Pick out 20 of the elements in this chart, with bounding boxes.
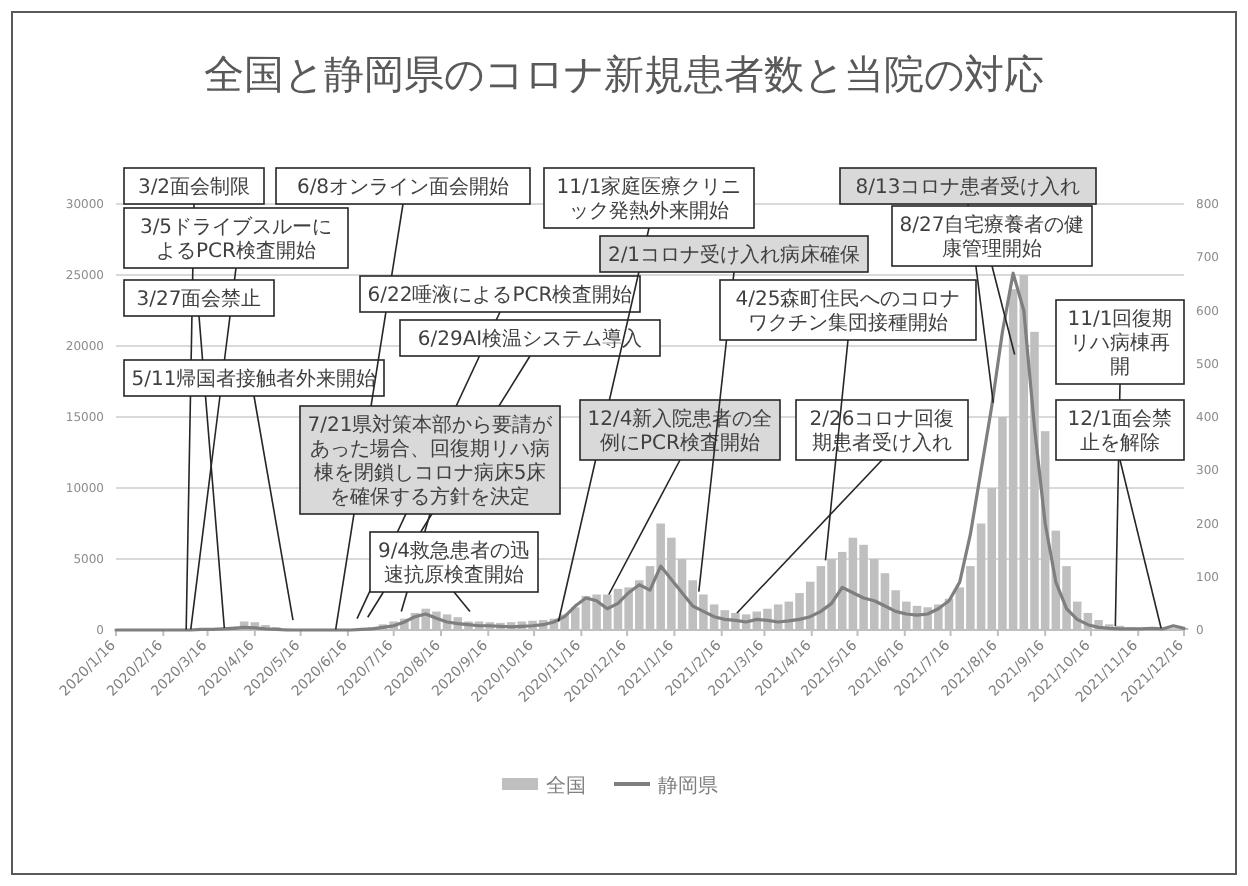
- annotation: 8/27自宅療養者の健康管理開始: [899, 213, 1085, 261]
- annotation: 9/4救急患者の迅速抗原検査開始: [377, 539, 531, 587]
- chart-title: 全国と静岡県のコロナ新規患者数と当院の対応: [204, 50, 1044, 98]
- annotation: 3/5ドライブスルーによるPCR検査開始: [139, 215, 333, 263]
- annotation: 11/1回復期リハ病棟再開: [1067, 307, 1173, 379]
- legend-label: 静岡県: [658, 774, 718, 798]
- annotation: 2/1コロナ受け入れ病床確保: [607, 243, 861, 267]
- annotation: 7/21県対策本部から要請があった場合、回復期リハ病棟を閉鎖しコロナ病床5床を確保する方針を決定: [307, 413, 555, 509]
- annotation: 8/13コロナ患者受け入れ: [855, 175, 1081, 199]
- annotation: 6/8オンライン面会開始: [296, 175, 510, 199]
- legend-label: 全国: [546, 774, 586, 798]
- annotation: 3/2面会制限: [137, 175, 251, 199]
- annotation: 5/11帰国者接触者外来開始: [131, 367, 377, 391]
- annotation: 6/22唾液によるPCR検査開始: [367, 283, 633, 307]
- annotation: 12/1面会禁止を解除: [1067, 407, 1173, 455]
- annotation: 3/27面会禁止: [136, 287, 262, 311]
- annotation: 11/1家庭医療クリニック発熱外来開始: [556, 175, 742, 223]
- annotation: 9/4救急患者の迅速抗原検査開始: [369, 531, 539, 613]
- annotation: 12/1面会禁止を解除: [1055, 399, 1185, 630]
- annotation: 4/25森町住民へのコロナワクチン集団接種開始: [735, 287, 961, 335]
